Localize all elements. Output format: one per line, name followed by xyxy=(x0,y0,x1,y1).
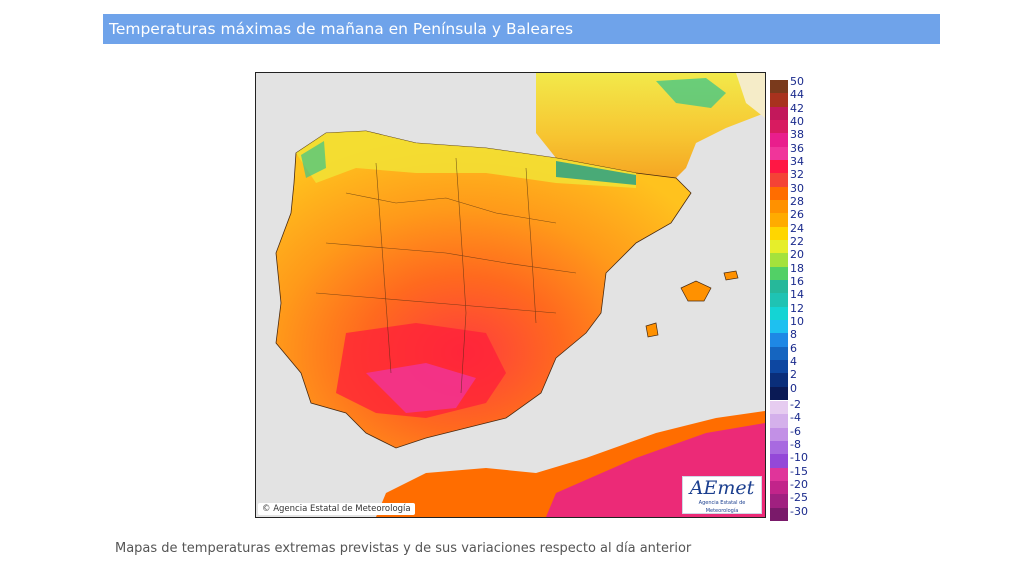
legend-label: 20 xyxy=(790,248,804,262)
legend-label: 6 xyxy=(790,341,797,355)
legend-swatch xyxy=(770,186,788,200)
legend-label: -6 xyxy=(790,424,801,438)
legend-label: 28 xyxy=(790,194,804,208)
legend-label: 18 xyxy=(790,261,804,275)
legend-swatch xyxy=(770,373,788,387)
legend-labels-lower: -2 -4 -6 -8 -10 -15 -20 -25 -30 xyxy=(790,398,808,518)
legend-label: 24 xyxy=(790,221,804,235)
legend-swatch xyxy=(770,359,788,374)
legend-swatch xyxy=(770,480,788,495)
legend-swatch xyxy=(770,494,788,508)
legend-swatch xyxy=(770,253,788,267)
legend-swatch xyxy=(770,440,788,455)
legend-label: 10 xyxy=(790,314,804,328)
legend-swatch xyxy=(770,133,788,147)
legend-swatch xyxy=(770,226,788,240)
legend-label: 16 xyxy=(790,274,804,288)
legend-swatch xyxy=(770,106,788,120)
legend-swatch xyxy=(770,266,788,280)
legend-label: 2 xyxy=(790,368,797,382)
legend-label: 12 xyxy=(790,301,804,315)
legend-label: 44 xyxy=(790,88,804,102)
legend-swatch xyxy=(770,199,788,214)
temperature-map: © Agencia Estatal de Meteorología AEmet … xyxy=(255,72,766,518)
legend-swatch xyxy=(770,306,788,320)
legend-swatch xyxy=(770,467,788,481)
legend-swatch xyxy=(770,80,788,94)
page-title: Temperaturas máximas de mañana en Peníns… xyxy=(103,14,940,44)
legend-swatch xyxy=(770,333,788,347)
legend-labels-upper: 50 44 42 40 38 36 34 32 30 28 26 24 22 20 18 16 14 12 10 8 6… xyxy=(790,75,804,395)
legend-label: -20 xyxy=(790,477,808,491)
legend-swatch xyxy=(770,159,788,174)
aemet-logo: AEmet Agencia Estatal de Meteorología xyxy=(682,476,762,514)
legend-swatch xyxy=(770,173,788,187)
legend-label: 8 xyxy=(790,328,797,342)
legend-label: 50 xyxy=(790,75,804,88)
logo-text: AEmet xyxy=(689,477,755,499)
map-graphic xyxy=(256,73,765,517)
legend-swatch xyxy=(770,454,788,468)
legend-label: 26 xyxy=(790,208,804,222)
legend-label: -8 xyxy=(790,437,801,451)
legend-swatch xyxy=(770,293,788,307)
legend-label: 0 xyxy=(790,381,797,395)
legend-label: 4 xyxy=(790,354,797,368)
legend-swatch xyxy=(770,319,788,334)
legend-scale-lower xyxy=(770,401,788,521)
legend-label: -25 xyxy=(790,491,808,505)
legend-swatch xyxy=(770,213,788,227)
legend-swatch xyxy=(770,239,788,254)
legend-label: 32 xyxy=(790,168,804,182)
legend-scale-upper xyxy=(770,80,788,400)
legend-swatch xyxy=(770,346,788,360)
map-caption: Mapas de temperaturas extremas previstas… xyxy=(115,541,692,556)
legend-label: -10 xyxy=(790,451,808,465)
legend-swatch xyxy=(770,401,788,415)
legend-label: 14 xyxy=(790,288,804,302)
legend-swatch xyxy=(770,414,788,428)
legend-label: 36 xyxy=(790,141,804,155)
legend-label: -2 xyxy=(790,398,801,411)
legend-label: 42 xyxy=(790,101,804,115)
legend-swatch xyxy=(770,146,788,160)
legend-label: 30 xyxy=(790,181,804,195)
legend-swatch xyxy=(770,507,788,521)
legend-label: -4 xyxy=(790,411,801,425)
logo-subtext: Agencia Estatal de Meteorología xyxy=(698,500,746,514)
legend-label: 34 xyxy=(790,154,804,168)
legend-label: -30 xyxy=(790,504,808,518)
legend-swatch xyxy=(770,427,788,441)
legend-swatch xyxy=(770,119,788,134)
copyright-notice: © Agencia Estatal de Meteorología xyxy=(258,503,415,515)
legend-swatch xyxy=(770,386,788,400)
legend-label: -15 xyxy=(790,464,808,478)
legend-label: 40 xyxy=(790,114,804,128)
legend-label: 38 xyxy=(790,128,804,142)
legend-swatch xyxy=(770,279,788,294)
legend-swatch xyxy=(770,93,788,107)
legend-label: 22 xyxy=(790,234,804,248)
